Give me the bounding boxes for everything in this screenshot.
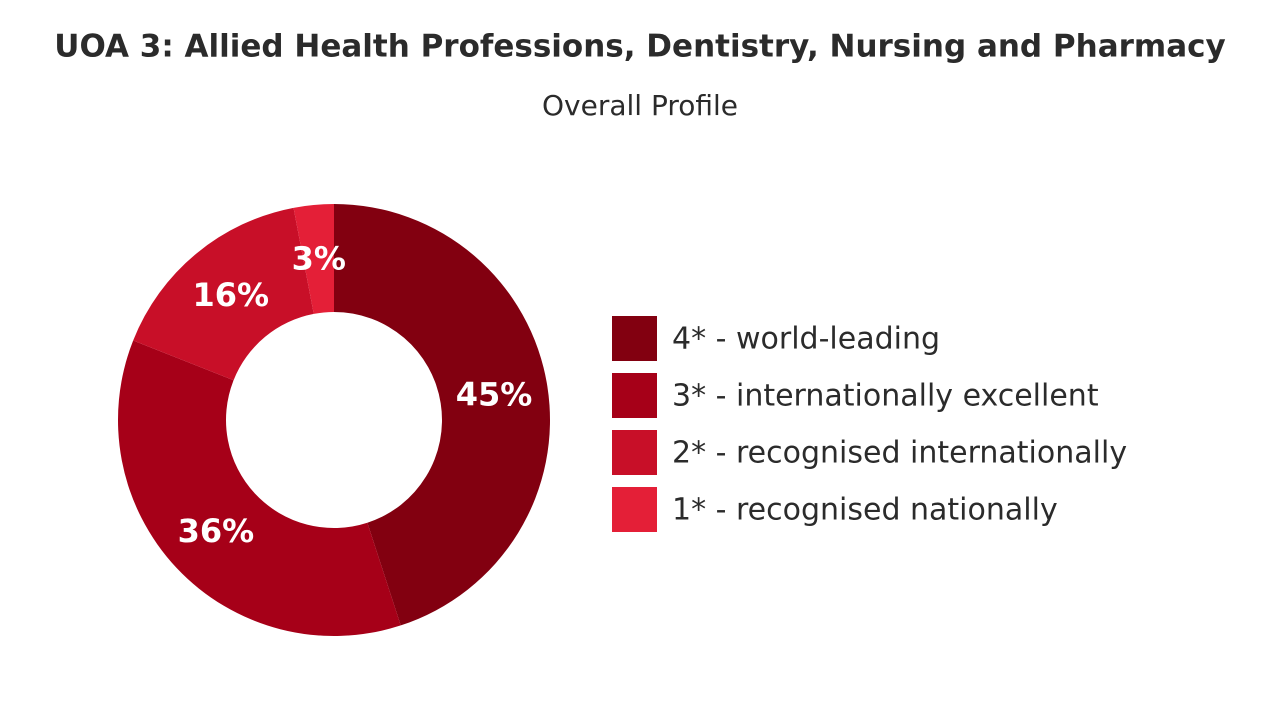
donut-slice [293,204,334,314]
value-label: 36% [178,512,255,550]
legend-label: 3* - internationally excellent [672,379,1099,414]
legend-swatch [612,430,657,475]
legend-label: 2* - recognised internationally [672,436,1127,471]
legend-label: 4* - world-leading [672,322,940,357]
legend-swatch [612,373,657,418]
value-label: 16% [192,276,269,314]
value-label: 45% [456,376,533,414]
donut-slice [133,207,314,381]
value-label: 3% [292,240,346,278]
legend-swatch [612,316,657,361]
legend-label: 1* - recognised nationally [672,493,1058,528]
chart-subtitle: Overall Profile [542,89,738,122]
legend-swatch [612,487,657,532]
donut-slice [117,340,401,637]
donut-slice [334,204,551,626]
chart-title: UOA 3: Allied Health Professions, Dentis… [54,29,1225,65]
